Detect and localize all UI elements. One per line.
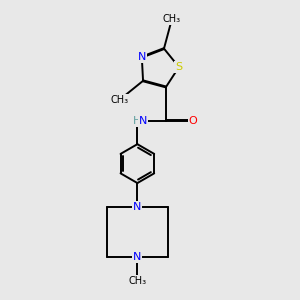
Text: CH₃: CH₃ — [163, 14, 181, 24]
Text: S: S — [176, 62, 182, 72]
Text: N: N — [138, 52, 146, 62]
Text: N: N — [133, 252, 142, 262]
Text: CH₃: CH₃ — [128, 276, 146, 286]
Text: H: H — [133, 116, 142, 126]
Text: O: O — [188, 116, 197, 126]
Text: CH₃: CH₃ — [110, 95, 129, 105]
Text: N: N — [133, 202, 142, 212]
Text: N: N — [139, 116, 147, 126]
